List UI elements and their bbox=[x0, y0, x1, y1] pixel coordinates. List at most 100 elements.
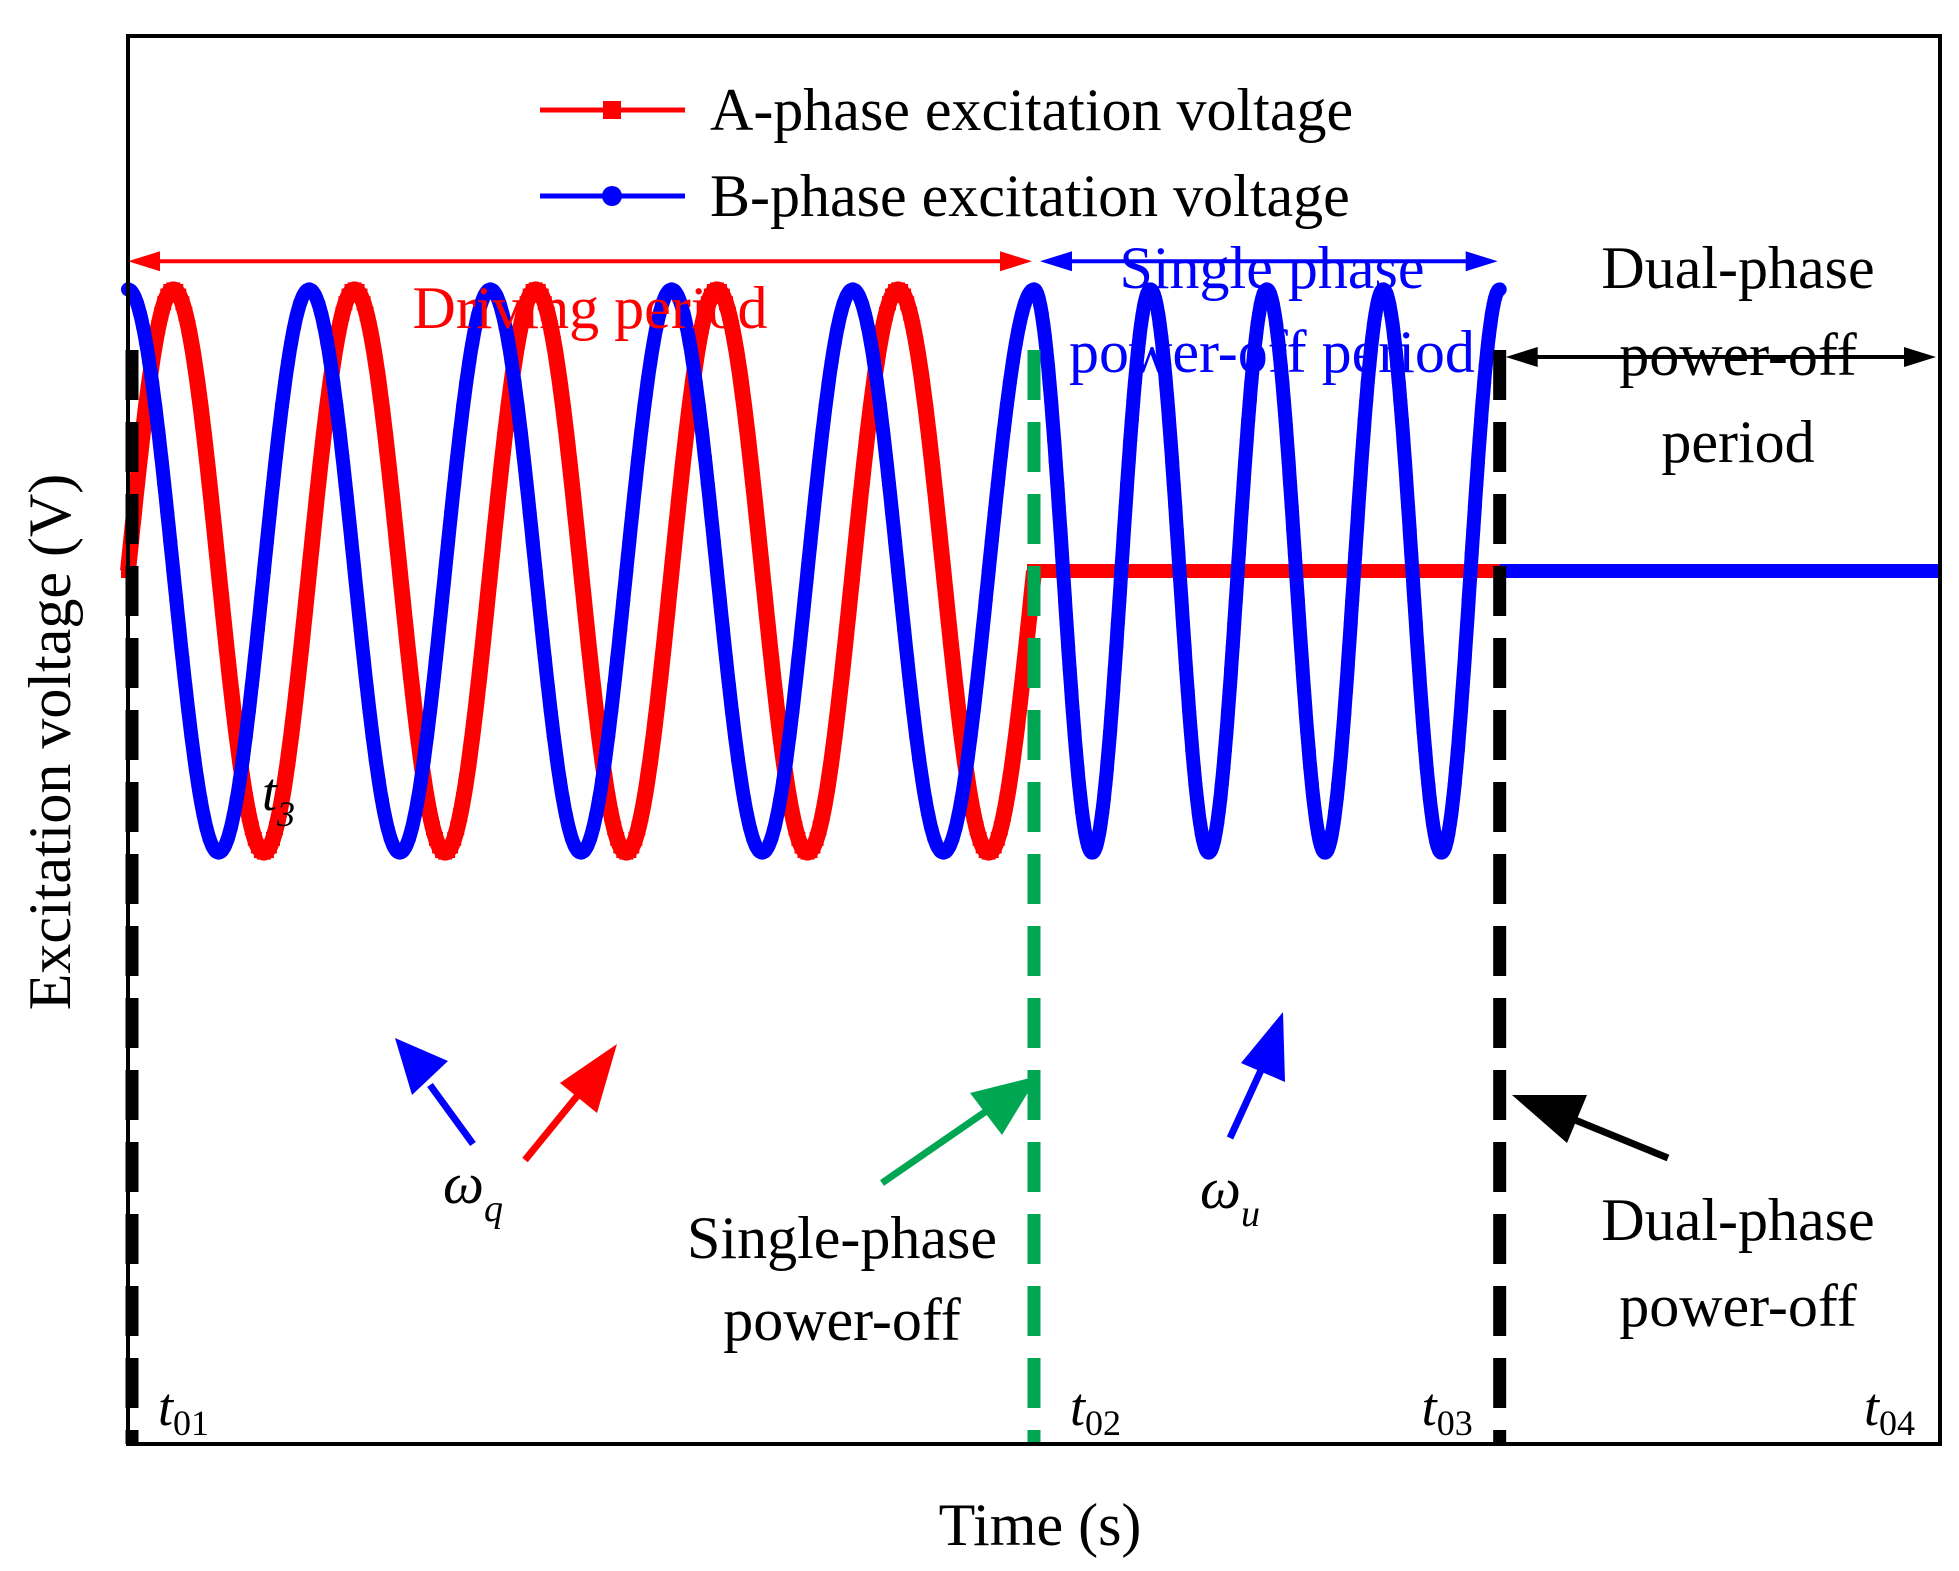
data-point bbox=[1160, 393, 1175, 408]
data-point bbox=[374, 791, 389, 806]
data-point bbox=[776, 773, 791, 788]
data-point bbox=[272, 423, 286, 438]
data-point bbox=[646, 336, 661, 351]
data-point bbox=[604, 807, 619, 822]
data-point bbox=[1334, 743, 1349, 758]
period-arrowhead-right bbox=[1904, 347, 1936, 368]
data-point bbox=[278, 773, 292, 788]
data-point bbox=[1475, 393, 1490, 408]
data-point bbox=[181, 320, 196, 335]
data-point bbox=[854, 296, 869, 311]
data-point bbox=[1247, 343, 1262, 358]
data-point bbox=[1126, 393, 1141, 408]
data-point bbox=[531, 593, 546, 608]
data-point bbox=[873, 398, 887, 413]
data-point bbox=[347, 564, 362, 578]
data-point bbox=[625, 505, 640, 520]
data-point bbox=[1109, 639, 1124, 654]
data-point bbox=[1171, 546, 1186, 561]
data-point bbox=[1349, 522, 1364, 537]
data-point bbox=[589, 807, 604, 822]
data-point bbox=[305, 534, 320, 549]
data-point bbox=[205, 505, 220, 520]
data-point bbox=[993, 449, 1008, 464]
data-point bbox=[1037, 329, 1052, 344]
data-point bbox=[740, 807, 755, 822]
data-point bbox=[1041, 358, 1055, 373]
data-point bbox=[151, 423, 166, 438]
data-point bbox=[637, 791, 652, 806]
data-point bbox=[1405, 569, 1420, 584]
data-point bbox=[1239, 433, 1254, 448]
data-point bbox=[1357, 413, 1372, 428]
data-point bbox=[797, 593, 812, 608]
annotation-arrows bbox=[395, 1012, 1670, 1186]
data-point bbox=[779, 752, 794, 767]
dual-off-arrowhead bbox=[1512, 1095, 1587, 1143]
data-point bbox=[809, 831, 824, 846]
data-point bbox=[374, 398, 389, 413]
plot-frame bbox=[126, 34, 1942, 1446]
data-point bbox=[815, 807, 830, 822]
data-point bbox=[999, 398, 1014, 413]
data-point bbox=[1110, 616, 1125, 631]
data-point bbox=[184, 336, 199, 351]
data-point bbox=[447, 831, 462, 846]
data-point bbox=[912, 354, 927, 369]
data-point bbox=[1304, 777, 1319, 792]
data-point bbox=[1233, 522, 1248, 537]
data-point bbox=[413, 773, 428, 788]
data-point bbox=[1286, 522, 1301, 537]
data-point bbox=[1054, 546, 1069, 561]
data-point bbox=[1472, 433, 1487, 448]
data-point bbox=[616, 593, 631, 608]
data-point bbox=[281, 752, 296, 767]
data-point bbox=[519, 477, 534, 491]
data-point bbox=[1131, 343, 1145, 358]
data-point bbox=[1101, 743, 1116, 758]
data-point bbox=[555, 791, 570, 806]
data-point bbox=[552, 773, 567, 788]
data-point bbox=[130, 477, 145, 491]
data-point bbox=[468, 704, 483, 719]
data-point bbox=[184, 729, 199, 744]
data-point bbox=[981, 564, 996, 578]
data-point bbox=[380, 821, 395, 836]
data-point bbox=[583, 831, 598, 846]
data-point bbox=[1331, 777, 1346, 792]
data-point bbox=[1278, 413, 1293, 428]
data-point bbox=[1039, 343, 1054, 358]
data-point bbox=[193, 398, 208, 413]
data-point bbox=[1002, 375, 1017, 390]
data-point bbox=[1098, 777, 1113, 792]
data-point bbox=[1227, 616, 1242, 631]
data-point bbox=[193, 791, 208, 806]
data-point bbox=[1158, 375, 1173, 390]
data-point bbox=[1283, 477, 1298, 491]
data-point bbox=[694, 423, 709, 438]
data-point bbox=[833, 678, 848, 693]
data-point bbox=[453, 423, 468, 438]
data-point bbox=[589, 704, 604, 719]
data-point bbox=[661, 593, 676, 608]
data-point bbox=[921, 423, 936, 438]
data-point bbox=[1444, 804, 1459, 819]
event-layer bbox=[125, 350, 1507, 1444]
data-point bbox=[1295, 662, 1310, 677]
data-point bbox=[256, 564, 271, 578]
data-point bbox=[954, 791, 969, 806]
data-point bbox=[1093, 816, 1108, 831]
data-point bbox=[737, 791, 752, 806]
data-point bbox=[1461, 593, 1476, 608]
data-point bbox=[649, 704, 664, 719]
data-point bbox=[290, 306, 305, 321]
data-point bbox=[1408, 616, 1423, 631]
data-point bbox=[465, 336, 480, 351]
data-point bbox=[1422, 791, 1437, 806]
data-point bbox=[157, 477, 172, 491]
data-point bbox=[812, 821, 827, 836]
data-point bbox=[262, 505, 277, 520]
period-arrowhead-right bbox=[1465, 251, 1498, 272]
data-point bbox=[894, 593, 909, 608]
data-point bbox=[984, 534, 999, 549]
